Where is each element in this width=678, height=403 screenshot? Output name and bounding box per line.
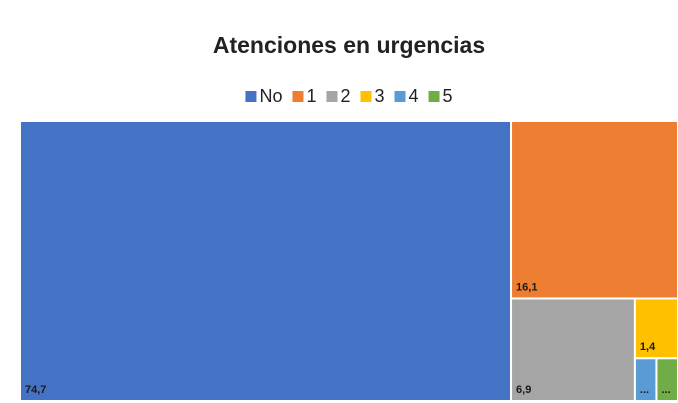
legend-swatch: [292, 91, 304, 102]
legend-swatch: [326, 91, 338, 102]
legend-label: 1: [306, 86, 316, 106]
data-label: 6,9: [516, 384, 531, 396]
treemap-tile: [510, 120, 678, 300]
data-label: 74,7: [25, 384, 46, 396]
chart-title: Atenciones en urgencias: [213, 32, 485, 58]
legend-swatch: [394, 91, 406, 102]
legend-label: No: [259, 86, 282, 106]
legend-swatch: [428, 91, 440, 102]
data-label: 16,1: [516, 281, 537, 293]
legend-label: 4: [409, 86, 419, 106]
legend-label: 3: [375, 86, 385, 106]
data-label: ...: [640, 384, 649, 396]
data-label: 1,4: [640, 341, 656, 353]
treemap-tile: [19, 120, 513, 402]
data-label: ...: [661, 384, 670, 396]
legend-swatch: [245, 91, 257, 102]
legend-swatch: [360, 91, 372, 102]
treemap-tile: [510, 297, 636, 402]
legend-label: 5: [443, 86, 453, 106]
treemap-tile: [633, 297, 678, 360]
legend-label: 2: [340, 86, 350, 106]
